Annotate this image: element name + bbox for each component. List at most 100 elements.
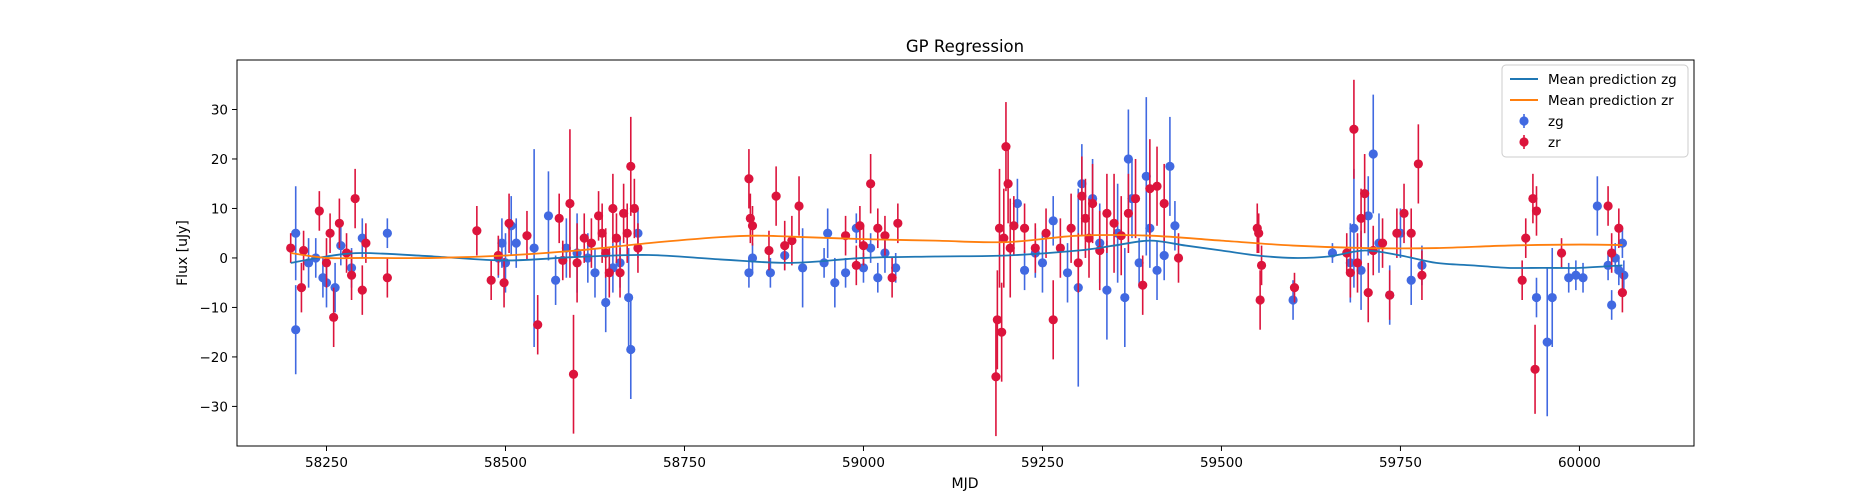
data-point <box>1521 233 1531 243</box>
data-point <box>858 240 869 251</box>
data-point <box>1048 216 1058 226</box>
data-point <box>1619 270 1629 280</box>
data-point <box>361 238 371 248</box>
data-point <box>286 243 296 253</box>
data-point <box>830 278 840 288</box>
data-point <box>1037 258 1048 268</box>
data-point <box>1406 275 1416 285</box>
data-point <box>1254 228 1264 238</box>
data-point <box>1368 149 1378 159</box>
data-point <box>579 233 589 243</box>
series-zr <box>286 79 1628 437</box>
data-point <box>1030 243 1040 253</box>
data-point <box>823 228 833 238</box>
data-point <box>572 258 582 268</box>
data-point <box>744 268 754 278</box>
data-point <box>1592 201 1602 211</box>
data-point <box>999 233 1009 243</box>
data-point <box>499 278 509 288</box>
data-point <box>887 273 897 283</box>
data-point <box>1564 273 1574 283</box>
data-point <box>794 201 804 211</box>
data-point <box>771 191 781 201</box>
data-point <box>334 218 344 228</box>
data-point <box>357 285 367 295</box>
data-point <box>626 161 636 171</box>
data-point <box>1087 198 1098 209</box>
data-point <box>601 297 611 308</box>
data-point <box>1377 238 1388 248</box>
data-point <box>855 221 865 231</box>
data-point <box>1152 181 1162 191</box>
data-point <box>765 268 775 278</box>
legend-entry: Mean prediction zg <box>1510 72 1677 88</box>
data-point <box>554 213 564 223</box>
x-tick-label: 59500 <box>1200 455 1243 471</box>
data-point <box>747 253 758 263</box>
legend-label: Mean prediction zg <box>1548 72 1677 88</box>
x-tick-label: 59750 <box>1379 455 1422 471</box>
data-point <box>350 193 360 204</box>
data-point <box>1288 295 1298 305</box>
legend-label: zg <box>1548 114 1564 130</box>
data-point <box>551 275 561 285</box>
data-point <box>1556 248 1567 258</box>
data-point <box>1077 191 1087 201</box>
data-point <box>611 233 622 243</box>
data-point <box>330 283 340 293</box>
data-point <box>1363 211 1373 221</box>
data-point <box>1019 265 1030 275</box>
data-point <box>787 236 797 246</box>
plot-area <box>286 79 1629 437</box>
data-point <box>1363 287 1373 298</box>
data-point <box>1517 275 1527 285</box>
data-point <box>533 320 543 330</box>
y-tick-label: −30 <box>200 399 229 415</box>
data-point <box>1009 221 1019 231</box>
data-point <box>321 258 332 268</box>
data-point <box>1542 337 1552 347</box>
data-point <box>992 315 1002 325</box>
x-tick-label: 58750 <box>663 455 706 471</box>
data-point <box>615 268 625 278</box>
data-point <box>1141 171 1151 181</box>
data-point <box>1399 208 1409 219</box>
data-point <box>1003 179 1013 189</box>
y-tick-label: 20 <box>211 152 228 168</box>
data-point <box>325 228 335 238</box>
data-point <box>1123 154 1133 164</box>
data-point <box>1345 268 1355 278</box>
data-point <box>329 312 339 322</box>
x-tick-label: 58500 <box>484 455 527 471</box>
data-point <box>486 275 496 285</box>
data-point <box>1123 208 1133 219</box>
data-point <box>851 260 861 270</box>
data-point <box>819 258 829 268</box>
data-point <box>1152 265 1162 275</box>
data-point <box>893 218 903 228</box>
data-point <box>1102 285 1112 295</box>
chart-title: GP Regression <box>906 37 1024 56</box>
legend: Mean prediction zg Mean prediction zr zg zr <box>1501 64 1689 158</box>
plot-content <box>286 79 1629 437</box>
data-point <box>1134 258 1144 268</box>
data-point <box>291 228 301 238</box>
data-point <box>1571 270 1581 280</box>
data-point <box>798 263 808 273</box>
data-point <box>1530 364 1540 374</box>
data-point <box>1138 280 1148 290</box>
data-point <box>1356 213 1366 223</box>
data-point <box>1145 184 1155 194</box>
data-point <box>1617 287 1628 298</box>
legend-entry: zg <box>1519 114 1564 130</box>
data-point <box>1120 292 1130 303</box>
data-point <box>497 238 507 248</box>
data-point <box>529 243 539 253</box>
data-point <box>1066 223 1076 233</box>
data-point <box>744 174 754 184</box>
data-point <box>593 211 604 221</box>
data-point <box>997 327 1007 337</box>
data-point <box>1019 223 1030 233</box>
legend-box <box>1501 64 1689 158</box>
